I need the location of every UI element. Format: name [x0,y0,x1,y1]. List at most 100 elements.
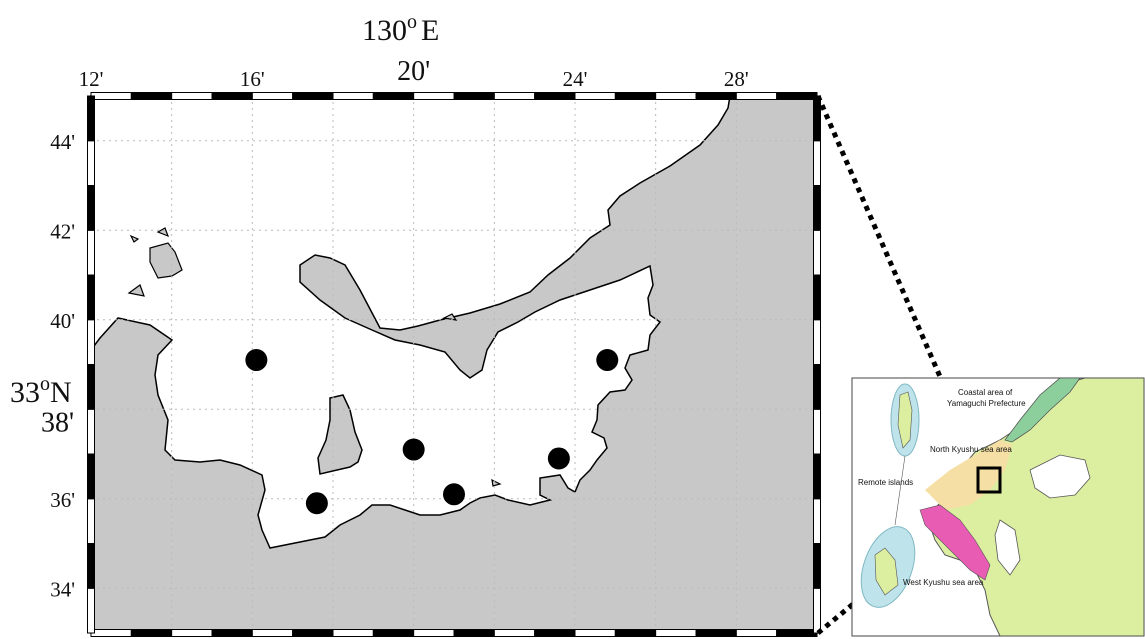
lon-tick-label: 24' [563,67,588,91]
sea-area [90,95,731,549]
label-remote-islands: Remote islands [858,478,913,487]
sampling-stations [245,349,619,515]
frame-segment-right [813,140,821,186]
longitude-labels: 12' 16' 20' 24' 28' [79,56,749,91]
label-west-kyushu: West Kyushu sea area [903,578,984,587]
frame-segment-bottom [292,629,334,637]
station-marker [245,349,268,372]
frame-segment-right [813,453,821,500]
north-kyushu-sea-area [925,440,1012,510]
tsushima-island [897,391,913,449]
frame-segment-top [251,92,294,100]
frame-segment-left [87,229,95,276]
frame-segment-right [813,185,821,231]
lat-tick-label: 40' [50,309,75,333]
frame-segment-bottom [171,629,213,637]
frame-segment-left [87,140,95,186]
frame-segment-top [453,92,495,100]
frame-segment-top [171,92,213,100]
frame-segment-top [372,92,415,100]
frame-segment-bottom [493,629,536,637]
frame-segment-top [574,92,616,100]
inland-sea [1029,454,1091,499]
islet [156,227,170,238]
frame-segment-top [735,92,778,100]
frame-segment-right [813,229,821,276]
frame-segment-left [87,587,95,634]
frame-segment-bottom [776,629,818,637]
frame-segment-bottom [614,629,657,637]
frame-segment-right [813,408,821,455]
station-marker [402,438,425,461]
goto-islands [874,547,899,596]
frame-segment-bottom [130,629,173,637]
frame-segment-top [614,92,657,100]
frame-segment-bottom [655,629,697,637]
frame-segment-top [776,92,818,100]
lon-tick-label: 12' [79,67,104,91]
lon-tick-label: 28' [724,67,749,91]
label-north-kyushu: North Kyushu sea area [930,445,1012,454]
latitude-title: 33oN [10,373,72,409]
label-yamaguchi-2: Yamaguchi Prefecture [947,399,1026,408]
lat-tick-label: 42' [50,219,75,243]
latitude-labels: 44' 42' 40' 38' 36' 34' [41,130,75,602]
map-frame [87,92,821,637]
frame-segment-left [87,408,95,455]
frame-segment-bottom [332,629,374,637]
frame-segment-top [130,92,173,100]
frame-segment-right [813,498,821,544]
longitude-title: 130o E [362,11,439,47]
frame-segment-right [813,587,821,634]
islet [442,313,458,321]
frame-segment-left [87,543,95,589]
islet [127,284,145,297]
frame-segment-right [813,319,821,365]
frame-segment-right [813,543,821,589]
study-area-box [976,466,1002,494]
frame-segment-left [87,274,95,321]
lon-tick-label: 20' [397,56,430,87]
frame-segment-left [87,95,95,142]
inset-map: Coastal area of Yamaguchi Prefecture Nor… [851,377,1145,637]
frame-segment-bottom [372,629,415,637]
frame-segment-bottom [453,629,495,637]
frame-segment-top [211,92,253,100]
islet [149,242,183,279]
lon-tick-label: 16' [240,67,265,91]
frame-segment-bottom [251,629,294,637]
frame-segment-top [493,92,536,100]
frame-segment-top [90,92,132,100]
frame-segment-right [813,274,821,321]
station-marker [596,349,619,372]
frame-segment-right [813,95,821,142]
frame-segment-top [655,92,697,100]
islet [129,234,140,243]
frame-segment-left [87,364,95,410]
island [317,394,363,475]
lat-tick-label: 38' [41,407,74,438]
frame-segment-bottom [211,629,253,637]
station-marker [443,483,465,506]
main-map: 12' 16' 20' 24' 28' 44' 42' 40' 38' 36' 34' 130o E… [10,11,821,637]
lat-tick-label: 44' [50,130,75,154]
frame-segment-bottom [90,629,132,637]
frame-segment-bottom [534,629,576,637]
frame-segment-top [413,92,455,100]
frame-segment-bottom [574,629,616,637]
frame-segment-bottom [695,629,737,637]
frame-segment-left [87,453,95,500]
frame-segment-left [87,319,95,365]
label-yamaguchi-1: Coastal area of [958,388,1013,397]
ariake-sea [994,519,1021,576]
frame-segment-top [534,92,576,100]
station-marker [547,447,570,470]
yamaguchi-coastal-area [1004,378,1081,443]
station-marker [305,492,328,515]
frame-segment-left [87,185,95,231]
frame-segment-bottom [413,629,455,637]
frame-segment-top [695,92,737,100]
frame-segment-top [292,92,334,100]
lat-tick-label: 34' [50,577,75,601]
